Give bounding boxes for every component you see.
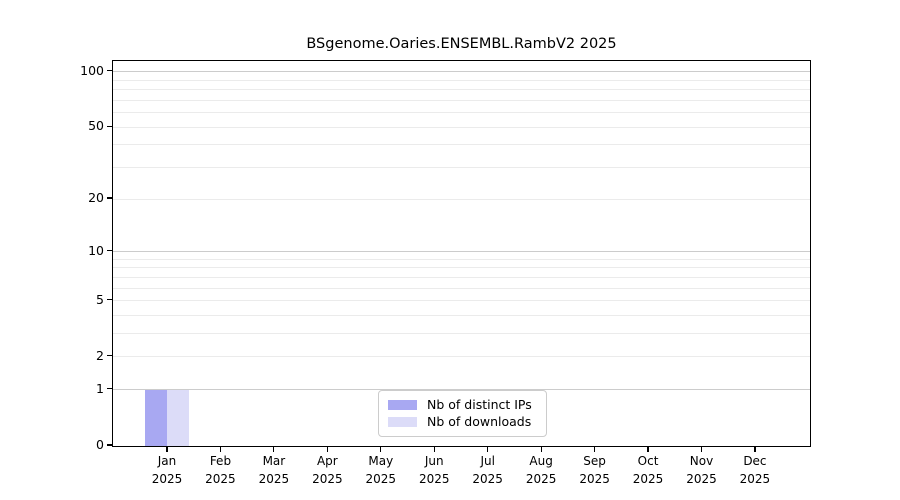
legend-swatch-distinct-ips [388,399,417,410]
gridline-minor [113,167,810,168]
gridline-minor [113,333,810,335]
gridline-minor [113,300,810,302]
gridline-minor [113,267,810,269]
x-tick [433,446,435,452]
gridline-minor [113,89,810,91]
gridline-minor [113,198,810,200]
x-tick [219,446,222,452]
y-tick-label: 0 [96,437,104,452]
x-tick-label: Feb [209,454,232,468]
x-tick-label: Jul [480,454,495,468]
x-year-label: 2025 [418,472,450,486]
x-tick [166,446,168,452]
x-year-label: 2025 [258,472,290,486]
x-tick [700,446,703,452]
x-tick-label: Nov [689,454,714,468]
x-tick-label: May [368,454,394,468]
x-tick-label: Jan [157,454,177,468]
y-tick [107,70,113,72]
x-tick-label: Mar [262,454,286,468]
x-year-label: 2025 [365,472,397,486]
y-tick-label: 10 [88,242,104,258]
x-tick [540,446,542,452]
x-tick [647,446,649,452]
legend-swatch-downloads [388,417,417,428]
y-tick [107,299,113,301]
y-tick-label: 50 [88,118,104,134]
legend-item-distinct-ips: Nb of distinct IPs [388,397,537,413]
x-tick [487,446,489,452]
x-tick-label: Aug [529,454,553,468]
chart-title: BSgenome.Oaries.ENSEMBL.RambV2 2025 [306,36,617,52]
y-tick [107,125,113,127]
y-tick [107,355,113,357]
x-tick-label: Apr [316,454,338,468]
gridline-minor [113,79,810,81]
x-tick [380,446,382,452]
x-tick [326,446,328,452]
legend-item-downloads: Nb of downloads [388,414,537,430]
gridline-minor [113,287,810,289]
y-tick-label: 100 [80,62,104,78]
gridline-minor [113,356,810,358]
gridline-minor [113,258,810,260]
gridline-major [113,251,810,253]
gridline-major [113,71,810,73]
plot-area [112,60,811,447]
x-year-label: 2025 [472,472,503,486]
x-year-label: 2025 [525,472,557,486]
gridline-minor [113,144,810,146]
gridline-minor [113,276,810,278]
x-tick-label: Sep [583,454,606,468]
x-year-label: 2025 [686,472,717,486]
x-tick [594,446,596,452]
gridline-major [113,389,810,391]
y-tick-label: 20 [88,190,104,206]
gridline-minor [113,112,810,114]
gridline-minor [113,126,810,128]
x-tick-label: Oct [637,454,659,468]
y-tick-label: 1 [96,380,104,396]
legend-label-downloads: Nb of downloads [427,414,532,430]
bar-downloads [167,389,189,446]
x-year-label: 2025 [579,472,610,486]
gridline-minor [113,99,810,101]
x-year-label: 2025 [312,472,343,486]
x-tick [754,446,756,452]
x-tick-label: Dec [743,454,767,468]
x-year-label: 2025 [205,472,236,486]
x-year-label: 2025 [739,472,771,486]
x-year-label: 2025 [151,472,183,486]
legend: Nb of distinct IPs Nb of downloads [378,390,547,437]
x-year-label: 2025 [632,472,664,486]
y-tick-label: 2 [96,347,104,363]
y-tick-label: 5 [96,291,104,307]
gridline-minor [113,314,810,316]
y-tick [107,249,113,252]
bar-distinct-ips [145,389,167,446]
y-tick [107,388,113,390]
x-tick-label: Jun [424,454,444,468]
x-tick [273,446,275,452]
y-tick [107,444,113,446]
legend-label-distinct-ips: Nb of distinct IPs [427,396,532,412]
y-tick [107,197,113,199]
